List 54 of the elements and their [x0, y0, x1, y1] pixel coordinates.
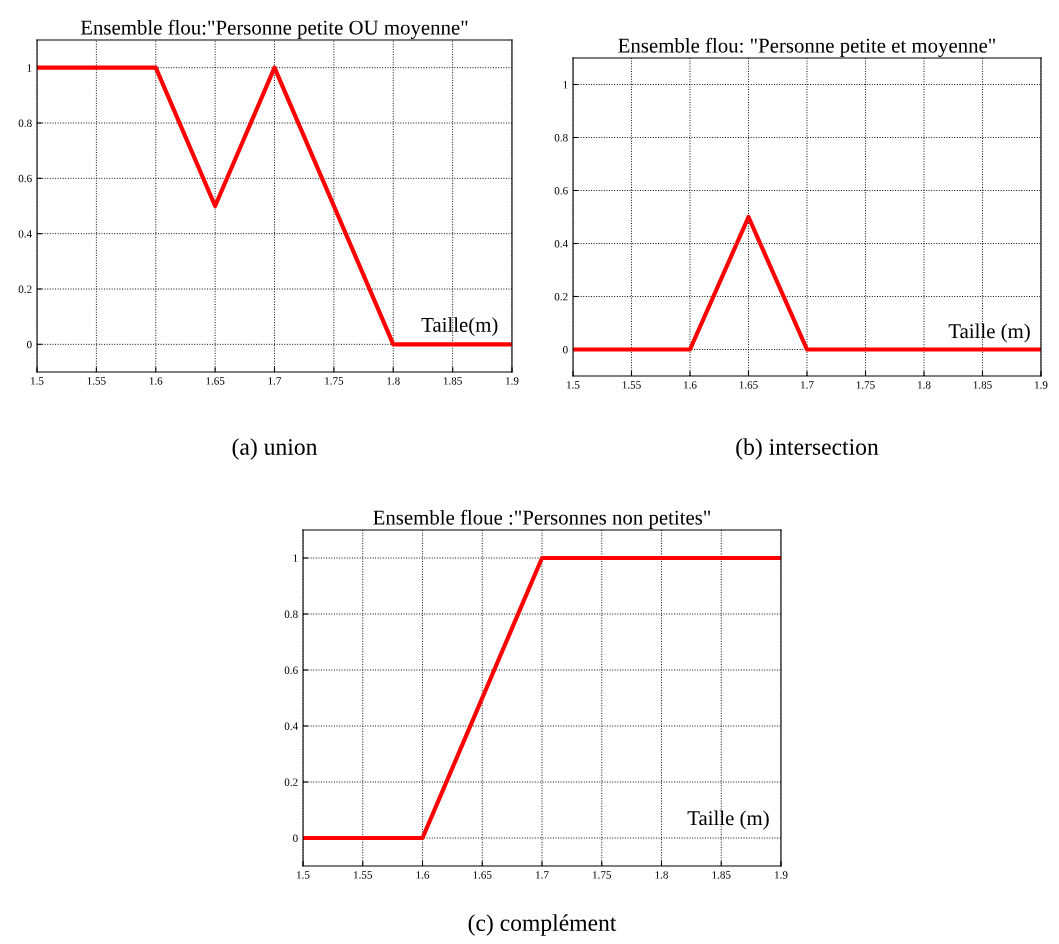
- x-tick-label: 1.8: [655, 871, 669, 879]
- x-tick-label: 1.65: [739, 381, 758, 389]
- y-tick-label: 0.2: [554, 292, 568, 301]
- x-tick-label: 1.7: [536, 871, 549, 879]
- x-axis-title: Taille(m): [421, 317, 498, 337]
- x-tick-label: 1.9: [775, 871, 788, 879]
- y-tick-label: 0.8: [284, 610, 298, 619]
- y-tick-label: 1: [563, 81, 568, 89]
- x-tick-label: 1.6: [684, 381, 697, 389]
- x-tick-label: 1.7: [268, 377, 282, 385]
- x-tick-label: 1.85: [973, 381, 992, 389]
- y-tick-label: 0: [27, 340, 32, 349]
- y-tick-label: 0.4: [554, 239, 568, 248]
- x-tick-label: 1.65: [473, 871, 492, 879]
- x-tick-label: 1.5: [297, 871, 310, 879]
- x-tick-label: 1.75: [856, 381, 875, 389]
- chart-title: Ensemble floue :"Personnes non petites": [373, 509, 711, 529]
- y-tick-label: 1: [293, 554, 298, 562]
- x-tick-label: 1.55: [87, 377, 106, 385]
- x-tick-label: 1.5: [567, 381, 580, 389]
- x-tick-label: 1.9: [1035, 381, 1048, 389]
- y-tick-label: 0.6: [554, 186, 568, 195]
- x-tick-label: 1.65: [206, 377, 225, 385]
- y-tick-label: 0.2: [18, 285, 32, 294]
- x-tick-label: 1.9: [506, 377, 519, 385]
- x-tick-label: 1.75: [325, 377, 344, 385]
- y-tick-label: 0.8: [18, 119, 32, 128]
- x-axis-title: Taille (m): [687, 810, 769, 830]
- y-tick-label: 0.2: [284, 778, 298, 787]
- y-tick-label: 0.4: [284, 722, 298, 731]
- y-tick-label: 0.4: [18, 230, 32, 238]
- x-axis-title: Taille (m): [948, 323, 1030, 343]
- y-tick-label: 0.8: [554, 133, 568, 142]
- y-tick-label: 0.6: [18, 174, 32, 183]
- chart-title: Ensemble flou: "Personne petite et moyenne": [618, 37, 996, 57]
- y-tick-label: 1: [27, 64, 32, 72]
- x-tick-label: 1.7: [801, 381, 814, 389]
- x-tick-label: 1.6: [149, 377, 163, 385]
- text: (b) intersection: [736, 438, 879, 460]
- x-tick-label: 1.75: [593, 871, 612, 879]
- x-tick-label: 1.85: [443, 377, 462, 385]
- y-tick-label: 0: [563, 345, 568, 354]
- x-tick-label: 1.55: [622, 381, 641, 389]
- y-tick-label: 0: [293, 834, 298, 842]
- x-tick-label: 1.6: [416, 871, 430, 879]
- text: (c) complément: [468, 914, 617, 936]
- x-tick-label: 1.55: [354, 871, 373, 879]
- x-tick-label: 1.85: [712, 871, 731, 879]
- x-tick-label: 1.8: [918, 381, 931, 389]
- x-tick-label: 1.5: [31, 377, 44, 385]
- y-tick-label: 0.6: [284, 666, 298, 675]
- chart-title: Ensemble flou:"Personne petite OU moyenne": [80, 19, 468, 39]
- text: (a) union: [232, 438, 318, 460]
- x-tick-label: 1.8: [387, 377, 400, 385]
